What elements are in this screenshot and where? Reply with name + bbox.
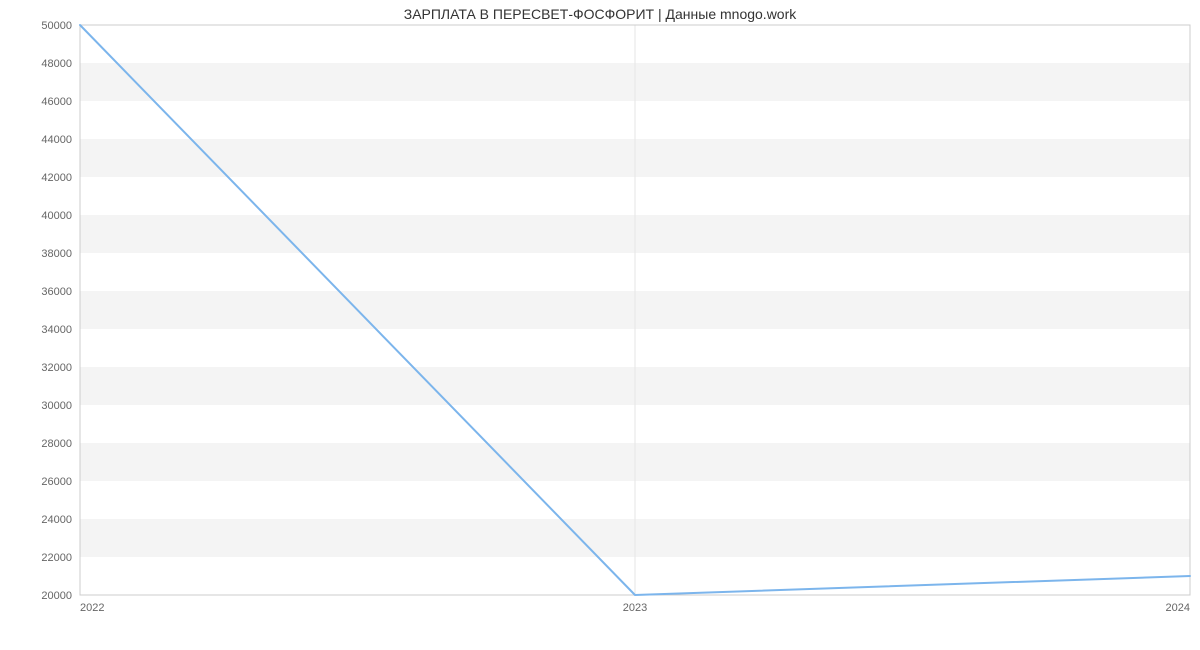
y-tick-label: 22000 <box>41 552 72 564</box>
x-tick-label: 2023 <box>623 602 647 614</box>
y-tick-label: 36000 <box>41 286 72 298</box>
y-tick-label: 44000 <box>41 134 72 146</box>
y-tick-label: 42000 <box>41 172 72 184</box>
y-tick-label: 38000 <box>41 248 72 260</box>
x-tick-label: 2024 <box>1166 602 1190 614</box>
y-tick-label: 28000 <box>41 438 72 450</box>
y-tick-label: 30000 <box>41 400 72 412</box>
y-tick-label: 20000 <box>41 590 72 602</box>
y-tick-label: 32000 <box>41 362 72 374</box>
y-tick-label: 50000 <box>41 20 72 32</box>
y-tick-label: 24000 <box>41 514 72 526</box>
x-tick-label: 2022 <box>80 602 104 614</box>
chart-svg: 20000 22000 24000 26000 28000 30000 32000 34000… <box>0 0 1200 650</box>
y-tick-label: 46000 <box>41 96 72 108</box>
y-tick-label: 48000 <box>41 58 72 70</box>
salary-line-chart: ЗАРПЛАТА В ПЕРЕСВЕТ-ФОСФОРИТ | Данные mn… <box>0 0 1200 650</box>
y-tick-label: 34000 <box>41 324 72 336</box>
y-tick-label: 26000 <box>41 476 72 488</box>
y-tick-label: 40000 <box>41 210 72 222</box>
